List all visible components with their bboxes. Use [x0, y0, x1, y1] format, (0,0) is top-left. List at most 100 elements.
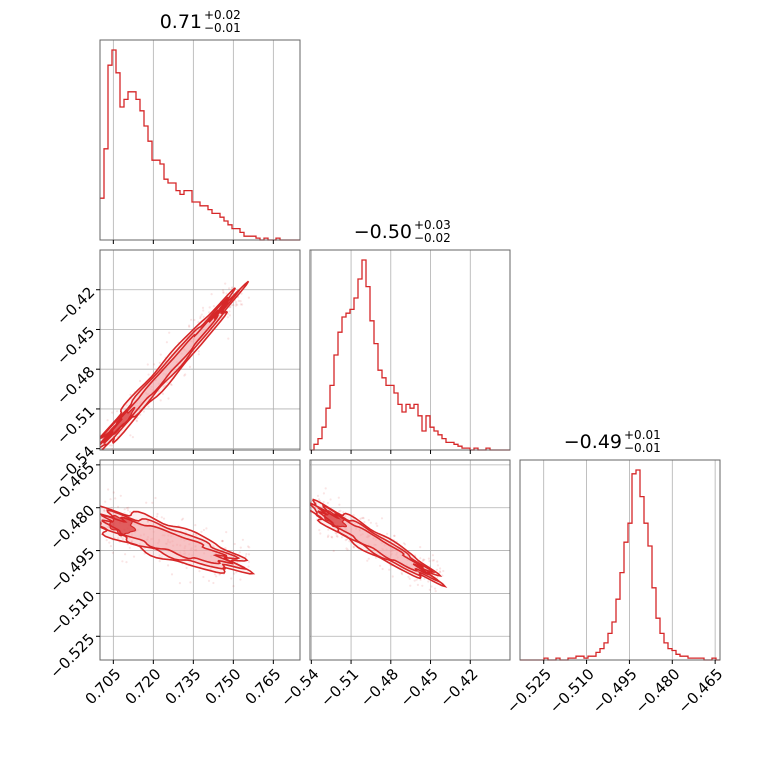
- scatter-point: [322, 500, 325, 504]
- scatter-point: [95, 441, 97, 443]
- scatter-point: [167, 538, 170, 541]
- scatter-point: [108, 541, 111, 544]
- scatter-point: [382, 548, 385, 551]
- scatter-point: [150, 385, 153, 388]
- scatter-point: [232, 303, 235, 307]
- scatter-point: [170, 383, 173, 387]
- scatter-point: [345, 529, 348, 532]
- tick-label-x-2: −0.525: [503, 665, 555, 717]
- scatter-point: [183, 374, 186, 377]
- scatter-point: [199, 315, 202, 318]
- scatter-point: [406, 555, 409, 558]
- grid-2-0: [100, 460, 300, 660]
- scatter-point: [145, 501, 148, 504]
- scatter-point: [156, 512, 159, 516]
- scatter-point: [142, 410, 145, 413]
- scatter-point: [327, 528, 330, 531]
- scatter-point: [180, 352, 183, 355]
- scatter-point: [439, 567, 442, 570]
- scatter-point: [184, 545, 187, 548]
- scatter-point: [360, 517, 363, 520]
- scatter-point: [151, 527, 154, 530]
- scatter-point: [127, 506, 130, 509]
- scatter-point: [380, 517, 384, 520]
- scatter-point: [389, 550, 392, 553]
- scatter-point: [419, 546, 422, 549]
- scatter-point: [379, 564, 382, 567]
- scatter-point: [165, 373, 168, 376]
- scatter-point: [193, 318, 196, 322]
- density-fill: [100, 281, 249, 450]
- scatter-point: [87, 531, 89, 533]
- scatter-point: [152, 530, 155, 533]
- scatter-point: [233, 542, 236, 546]
- tick-label-y-1: −0.51: [53, 403, 98, 448]
- scatter-point: [91, 521, 93, 523]
- scatter-point: [346, 548, 349, 551]
- scatter-point: [212, 545, 215, 548]
- contour-line: [310, 498, 448, 588]
- scatter-point: [209, 568, 212, 571]
- scatter-point: [191, 554, 194, 557]
- title-median: −0.49: [564, 431, 622, 453]
- scatter-point: [430, 585, 433, 588]
- tick-label-y-1: −0.42: [53, 283, 98, 328]
- scatter-point: [335, 532, 338, 535]
- scatter-point: [334, 531, 337, 535]
- scatter-point: [189, 581, 192, 584]
- param-title-1: −0.50 +0.03−0.02: [354, 218, 451, 245]
- contour-line: [100, 289, 241, 449]
- scatter-point: [194, 545, 197, 548]
- scatter-point: [134, 407, 137, 410]
- scatter-point: [169, 541, 172, 544]
- scatter-point: [375, 522, 378, 525]
- scatter-point: [232, 585, 235, 588]
- scatter-point: [345, 538, 348, 541]
- scatter-point: [194, 544, 197, 547]
- scatter-point: [188, 324, 191, 327]
- scatter-point: [239, 303, 242, 306]
- scatter-point: [374, 556, 378, 559]
- scatter-point: [372, 537, 375, 540]
- scatter-point: [184, 373, 187, 376]
- scatter-point: [391, 549, 394, 552]
- scatter-point: [179, 551, 182, 554]
- scatter-point: [172, 544, 175, 547]
- scatter-point: [92, 499, 94, 501]
- scatter-point: [359, 534, 362, 537]
- contour-line: [310, 502, 440, 583]
- scatter-point: [339, 509, 342, 512]
- scatter-point: [226, 316, 229, 319]
- scatter-point: [134, 404, 137, 407]
- scatter-point: [247, 553, 251, 556]
- scatter-point: [363, 521, 366, 524]
- scatter-point: [413, 579, 416, 582]
- scatter-point: [175, 361, 178, 364]
- scatter-point: [151, 537, 154, 540]
- scatter-point: [154, 496, 157, 500]
- scatter-point: [128, 546, 131, 549]
- scatter-point: [368, 535, 371, 538]
- scatter-point: [158, 540, 161, 543]
- scatter-point: [376, 524, 379, 528]
- grid-1-1: [310, 250, 471, 450]
- density-fill: [100, 510, 245, 569]
- scatter-point: [91, 528, 93, 530]
- scatter-point: [121, 560, 124, 563]
- scatter-point: [327, 534, 330, 537]
- scatter-point: [154, 379, 157, 382]
- scatter-point: [189, 340, 192, 343]
- scatter-point: [244, 555, 247, 558]
- scatter-point: [372, 537, 375, 540]
- scatter-point: [138, 379, 142, 383]
- scatter-point: [130, 397, 133, 400]
- scatter-point: [438, 570, 441, 573]
- title-lower-error: −0.01: [204, 21, 241, 35]
- tick-label-x-2: −0.465: [674, 665, 726, 717]
- scatter-point: [340, 536, 343, 539]
- scatter-point: [188, 553, 191, 556]
- scatter-point: [132, 555, 136, 558]
- tick-label-x-0: 0.765: [242, 665, 285, 708]
- scatter-point: [441, 574, 444, 577]
- scatter-point: [338, 510, 341, 513]
